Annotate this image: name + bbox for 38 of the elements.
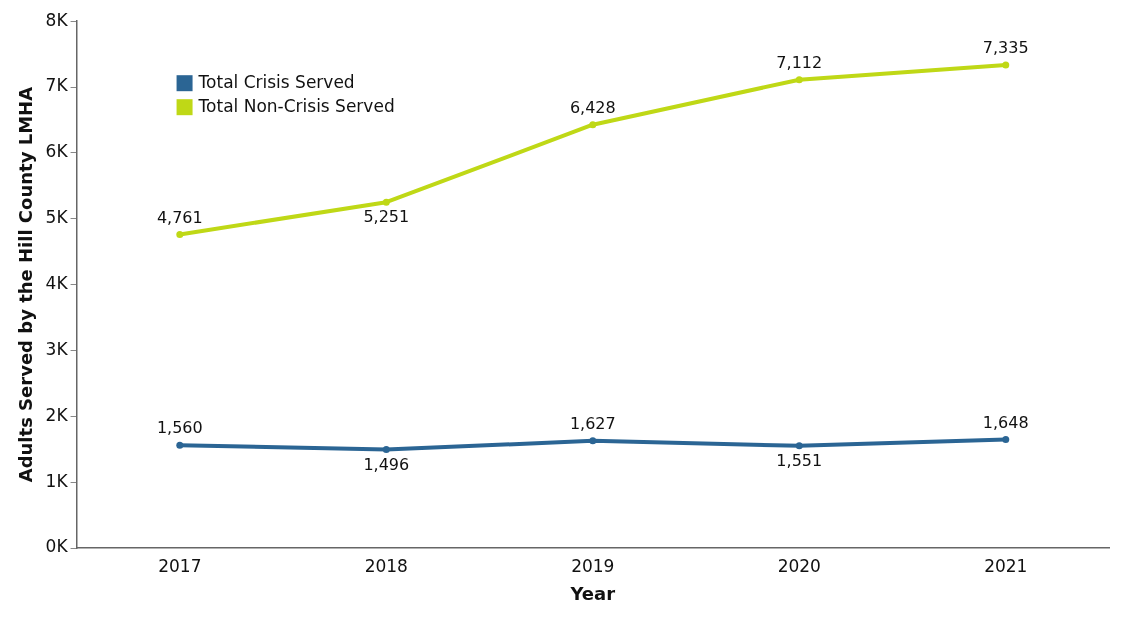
x-tick-label: 2021 [984,555,1028,576]
data-label: 1,627 [569,414,616,434]
data-label: 7,112 [776,52,823,72]
y-tick-label: 4K [45,273,69,294]
data-label: 1,560 [156,418,203,438]
legend-label: Total Crisis Served [197,71,355,92]
x-tick-label: 2019 [571,555,615,576]
data-label: 1,648 [982,412,1029,432]
point [176,230,184,238]
data-label: 1,496 [363,454,410,474]
y-tick-label: 2K [45,404,69,425]
data-label: 4,761 [156,207,203,227]
y-tick-label: 5K [45,207,69,228]
y-tick-label: 3K [45,338,69,359]
point [1002,435,1010,443]
x-tick-label: 2020 [777,555,821,576]
y-tick-label: 1K [45,470,69,491]
y-tick-label: 0K [45,536,69,557]
y-tick-label: 7K [45,75,69,96]
point [1002,61,1010,69]
legend-label: Total Non-Crisis Served [197,95,395,116]
point [589,437,597,445]
y-tick-label: 8K [45,9,69,30]
data-label: 7,335 [982,38,1029,58]
data-label: 6,428 [569,97,616,117]
data-label: 5,251 [363,207,410,227]
x-tick-label: 2018 [364,555,408,576]
x-tick-label: 2017 [158,555,202,576]
y-axis-title: Adults Served by the Hill County LMHA [15,86,37,483]
point [176,441,184,449]
x-axis-title: Year [569,582,616,604]
point [382,198,390,206]
point [795,76,803,84]
data-label: 1,551 [776,451,823,471]
point [382,445,390,453]
point [795,442,803,450]
y-tick-label: 6K [45,141,69,162]
point [589,121,597,129]
